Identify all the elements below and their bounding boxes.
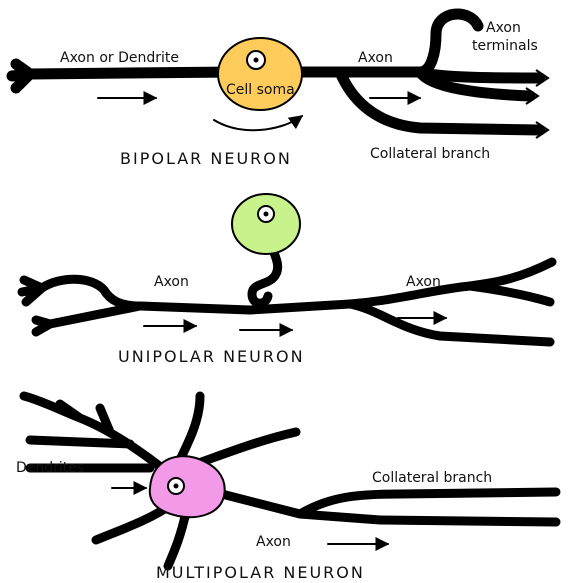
bipolar-soma-flow-arrow (213, 115, 304, 132)
multipolar-neuron: Dendrites Collateral branch Axon MULTIPO… (16, 391, 561, 582)
bipolar-collateral-tip (535, 121, 550, 139)
bipolar-fill (8, 10, 544, 134)
label-unipolar-axon-right: Axon (406, 274, 441, 290)
label-multipolar-collateral-branch: Collateral branch (372, 470, 492, 486)
bipolar-neuron: Axon or Dendrite Cell soma Axon Axon ter… (6, 8, 550, 168)
label-multipolar-axon: Axon (256, 534, 291, 550)
label-unipolar-axon-left: Axon (154, 274, 189, 290)
unipolar-neuron-title: UNIPOLAR NEURON (118, 347, 305, 366)
label-bipolar-collateral-branch: Collateral branch (370, 146, 490, 162)
bipolar-nucleolus (253, 57, 259, 63)
label-axon-terminals-line1: Axon (486, 20, 521, 36)
label-axon-or-dendrite: Axon or Dendrite (60, 50, 179, 66)
bipolar-axon-terminal-tip (525, 87, 540, 105)
bipolar-axon-terminal-tip (535, 69, 550, 87)
multipolar-neuron-title: MULTIPOLAR NEURON (156, 563, 365, 582)
label-dendrites: Dendrites (16, 460, 84, 476)
label-axon-terminals-line2: terminals (472, 38, 538, 54)
unipolar-cell-soma (231, 193, 301, 255)
label-cell-soma: Cell soma (226, 82, 295, 98)
bipolar-cell-soma (217, 37, 303, 111)
multipolar-nucleolus (173, 483, 179, 489)
unipolar-fill (19, 229, 555, 345)
unipolar-neuron: Axon Axon UNIPOLAR NEURON (17, 193, 557, 366)
bipolar-neuron-title: BIPOLAR NEURON (120, 149, 292, 168)
unipolar-nucleolus (263, 211, 269, 217)
multipolar-cell-soma (148, 455, 226, 519)
label-bipolar-axon: Axon (358, 50, 393, 66)
